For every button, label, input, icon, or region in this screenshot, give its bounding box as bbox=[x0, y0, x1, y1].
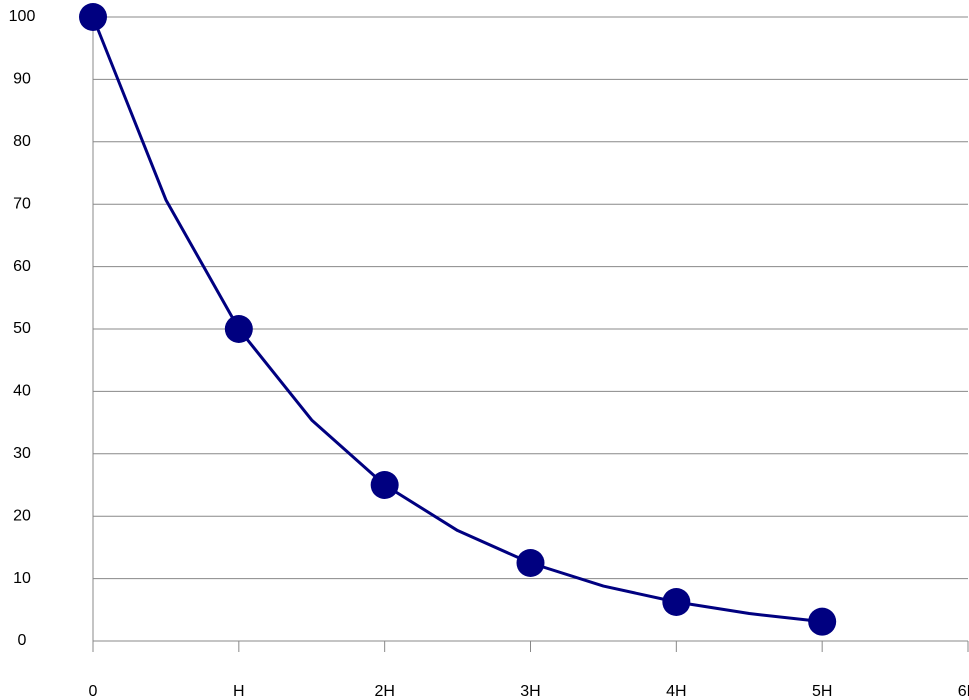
marker bbox=[79, 3, 107, 31]
x-tick-label: 6H bbox=[958, 683, 969, 700]
y-tick-label: 60 bbox=[13, 258, 31, 275]
marker bbox=[662, 588, 691, 616]
marker bbox=[516, 549, 545, 577]
y-tick-label: 0 bbox=[18, 632, 27, 649]
x-tick-label: 4H bbox=[666, 683, 686, 700]
y-tick-label: 20 bbox=[13, 507, 31, 524]
x-tick-label: 2H bbox=[374, 683, 394, 700]
marker bbox=[224, 315, 253, 343]
x-tick-label: 0 bbox=[89, 683, 98, 700]
marker bbox=[370, 471, 399, 499]
x-tick-label: 5H bbox=[812, 683, 832, 700]
y-tick-label: 90 bbox=[13, 71, 31, 88]
x-tick-label: 3H bbox=[520, 683, 540, 700]
x-tick-label: H bbox=[233, 683, 245, 700]
line bbox=[91, 16, 823, 624]
y-tick-label: 10 bbox=[13, 570, 31, 587]
y-tick-label: 30 bbox=[13, 445, 31, 462]
y-tick-label: 40 bbox=[13, 383, 31, 400]
y-tick-label: 70 bbox=[13, 195, 31, 212]
marker bbox=[808, 607, 837, 636]
y-tick-label: 50 bbox=[13, 320, 31, 337]
y-tick-label: 100 bbox=[9, 8, 36, 25]
y-tick-label: 80 bbox=[13, 133, 31, 150]
